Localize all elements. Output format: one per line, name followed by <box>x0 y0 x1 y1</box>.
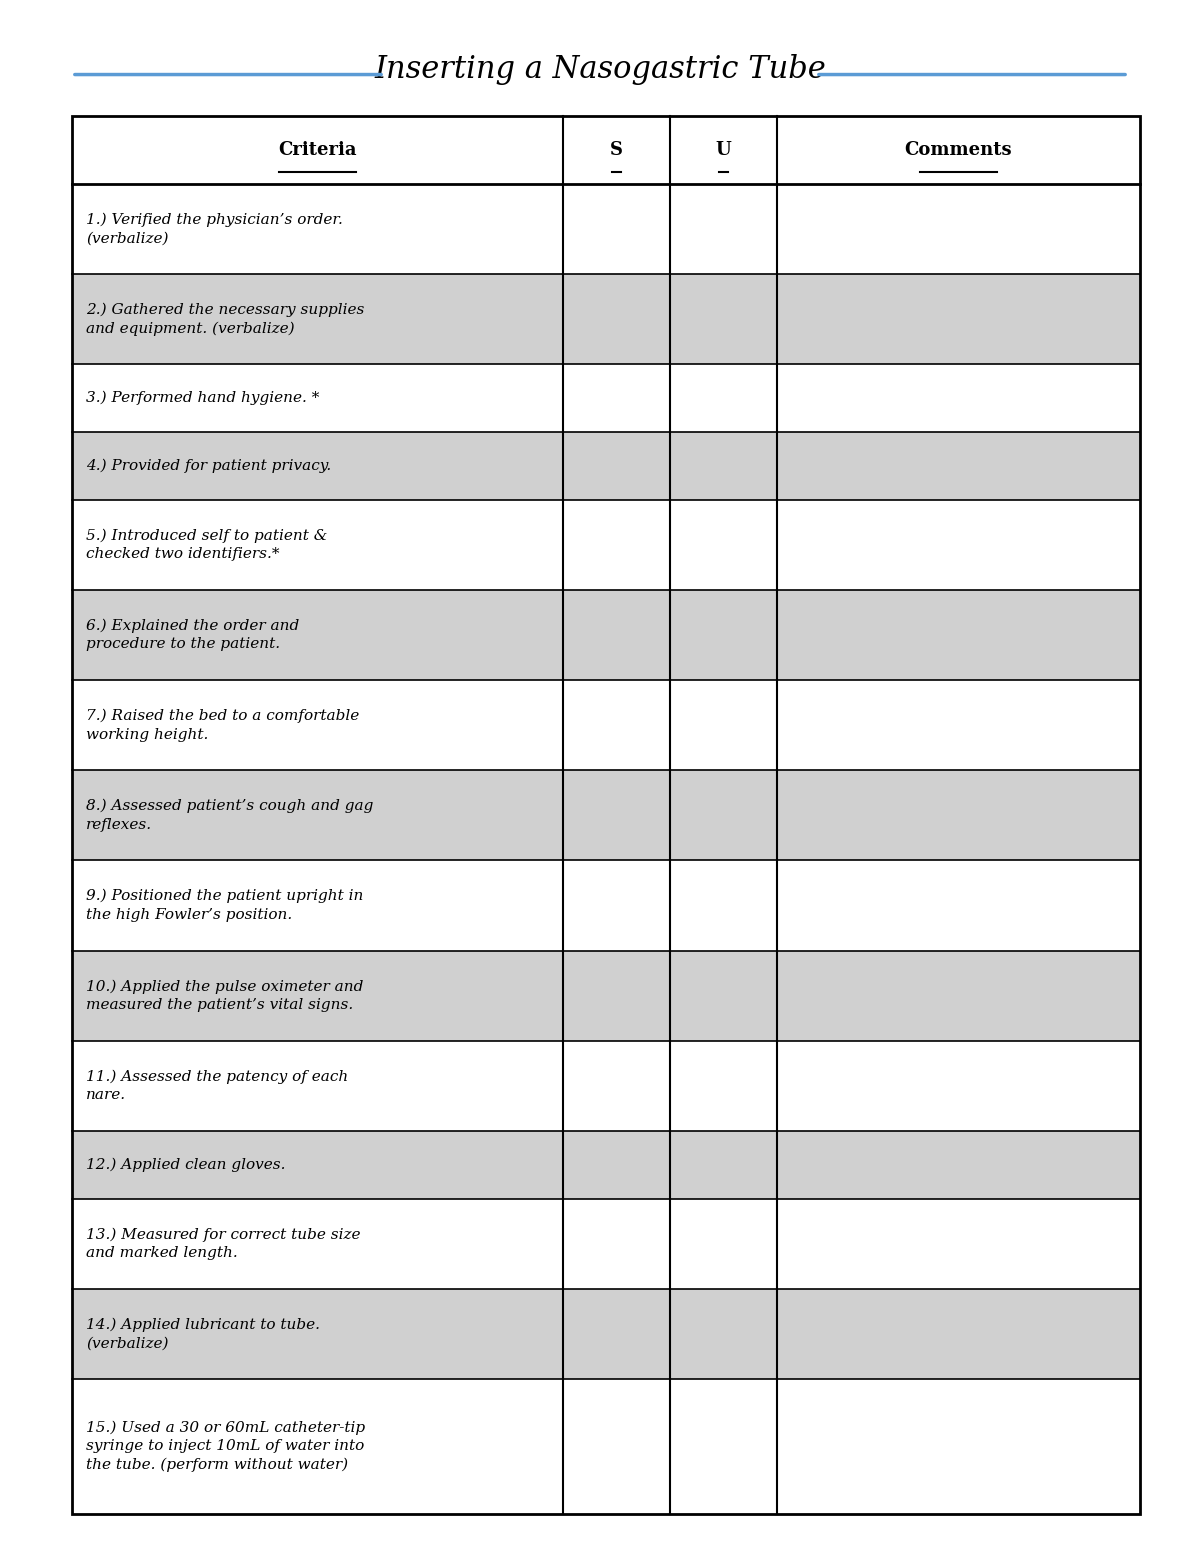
Text: 14.) Applied lubricant to tube.
(verbalize): 14.) Applied lubricant to tube. (verbali… <box>86 1317 320 1350</box>
Bar <box>776 1131 1140 1199</box>
Text: 3.) Performed hand hygiene. *: 3.) Performed hand hygiene. * <box>86 391 319 405</box>
Bar <box>72 770 563 860</box>
Text: 8.) Assessed patient’s cough and gag
reflexes.: 8.) Assessed patient’s cough and gag ref… <box>86 798 373 832</box>
Bar <box>670 1131 776 1199</box>
Bar <box>72 950 563 1041</box>
Text: Criteria: Criteria <box>278 141 356 160</box>
Bar <box>670 1289 776 1379</box>
Text: 15.) Used a 30 or 60mL catheter-tip
syringe to inject 10mL of water into
the tub: 15.) Used a 30 or 60mL catheter-tip syri… <box>86 1421 366 1472</box>
Text: 4.) Provided for patient privacy.: 4.) Provided for patient privacy. <box>86 458 331 474</box>
Bar <box>670 770 776 860</box>
Bar <box>776 770 1140 860</box>
Text: 13.) Measured for correct tube size
and marked length.: 13.) Measured for correct tube size and … <box>86 1227 361 1259</box>
Text: S: S <box>610 141 623 160</box>
Text: Comments: Comments <box>905 141 1013 160</box>
Text: U: U <box>715 141 731 160</box>
Bar <box>72 275 563 365</box>
Bar <box>776 950 1140 1041</box>
Text: Inserting a Nasogastric Tube: Inserting a Nasogastric Tube <box>374 54 826 85</box>
Bar <box>776 590 1140 680</box>
Text: 10.) Applied the pulse oximeter and
measured the patient’s vital signs.: 10.) Applied the pulse oximeter and meas… <box>86 980 364 1013</box>
Bar <box>72 116 1140 1514</box>
Text: 11.) Assessed the patency of each
nare.: 11.) Assessed the patency of each nare. <box>86 1070 349 1103</box>
Bar <box>72 1131 563 1199</box>
Text: 1.) Verified the physician’s order.
(verbalize): 1.) Verified the physician’s order. (ver… <box>86 213 343 245</box>
Text: 5.) Introduced self to patient &
checked two identifiers.*: 5.) Introduced self to patient & checked… <box>86 528 328 561</box>
Bar <box>72 590 563 680</box>
Bar <box>670 432 776 500</box>
Text: 6.) Explained the order and
procedure to the patient.: 6.) Explained the order and procedure to… <box>86 618 300 651</box>
Bar <box>563 275 670 365</box>
Bar <box>670 950 776 1041</box>
Bar <box>563 1289 670 1379</box>
Bar <box>563 950 670 1041</box>
Bar <box>776 432 1140 500</box>
Text: 2.) Gathered the necessary supplies
and equipment. (verbalize): 2.) Gathered the necessary supplies and … <box>86 303 365 335</box>
Bar <box>776 1289 1140 1379</box>
Text: 12.) Applied clean gloves.: 12.) Applied clean gloves. <box>86 1157 286 1173</box>
Bar <box>563 770 670 860</box>
Text: 7.) Raised the bed to a comfortable
working height.: 7.) Raised the bed to a comfortable work… <box>86 708 360 741</box>
Bar <box>563 432 670 500</box>
Bar <box>563 1131 670 1199</box>
Bar <box>776 275 1140 365</box>
Bar <box>72 432 563 500</box>
Bar <box>72 1289 563 1379</box>
Text: 9.) Positioned the patient upright in
the high Fowler’s position.: 9.) Positioned the patient upright in th… <box>86 890 364 922</box>
Bar <box>670 275 776 365</box>
Bar <box>670 590 776 680</box>
Bar <box>563 590 670 680</box>
